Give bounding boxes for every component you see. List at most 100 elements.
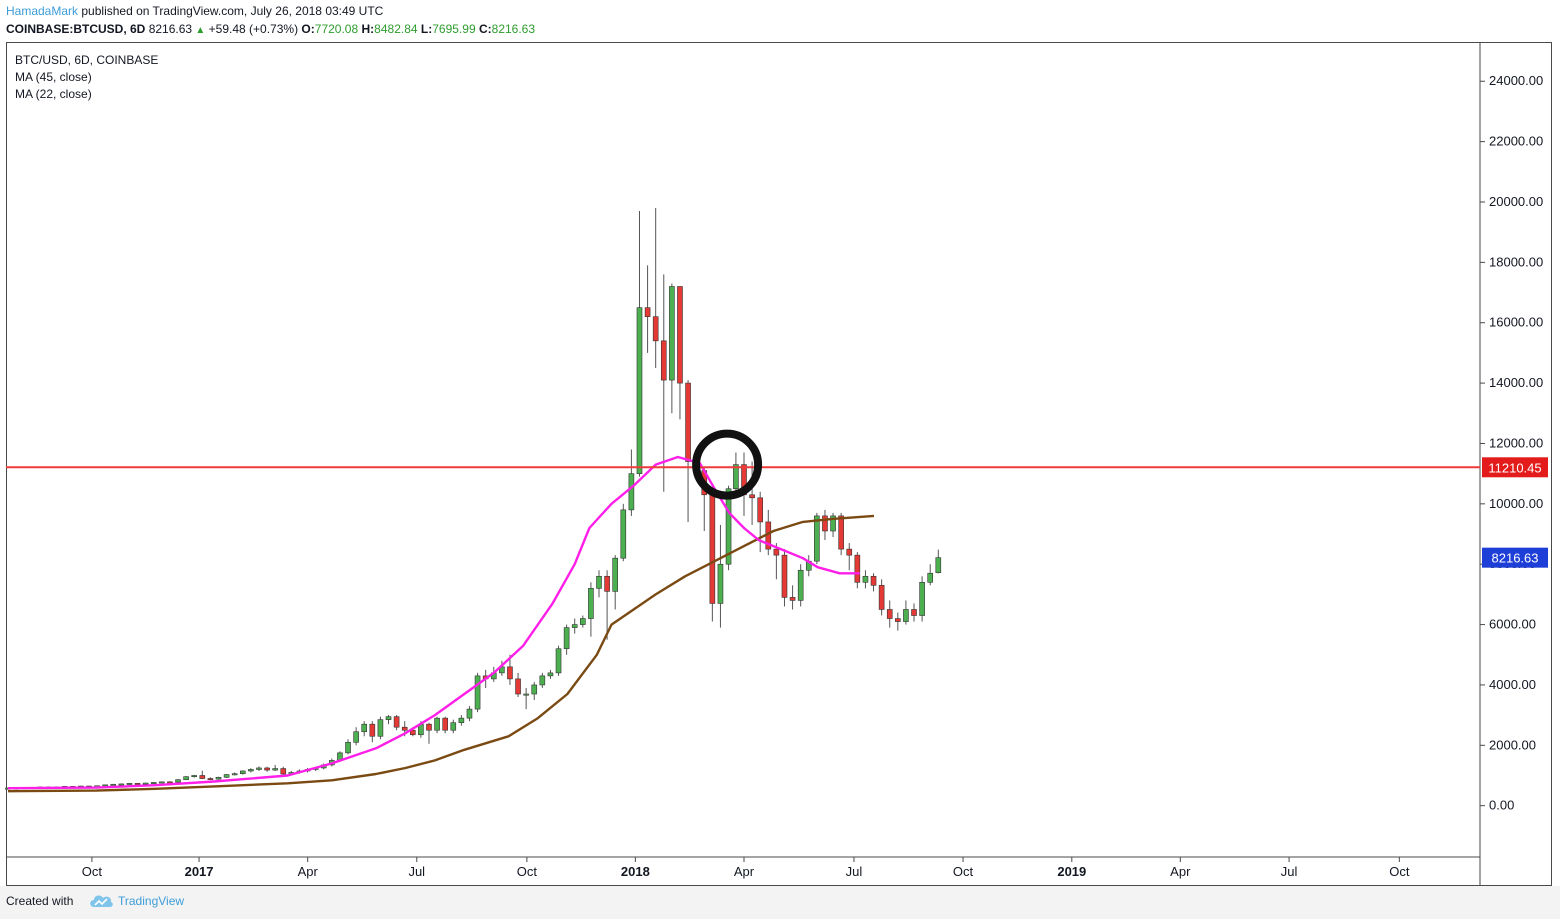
candle-up[interactable] bbox=[215, 776, 222, 780]
candle-up[interactable] bbox=[239, 770, 246, 775]
candle-down[interactable] bbox=[685, 380, 691, 522]
candle-up[interactable] bbox=[830, 512, 836, 538]
candle-up[interactable] bbox=[903, 600, 909, 625]
candle-up[interactable] bbox=[919, 576, 925, 622]
candle-down[interactable] bbox=[515, 672, 521, 698]
candle-up[interactable] bbox=[159, 781, 165, 784]
candle-up[interactable] bbox=[717, 524, 724, 628]
candle-up[interactable] bbox=[102, 784, 108, 787]
candle-up[interactable] bbox=[248, 768, 254, 773]
candle-up[interactable] bbox=[272, 764, 278, 771]
candle-up[interactable] bbox=[361, 721, 368, 737]
candle-down[interactable] bbox=[895, 612, 901, 631]
candle-down[interactable] bbox=[652, 208, 659, 368]
candle-down[interactable] bbox=[393, 715, 400, 731]
candle-up[interactable] bbox=[458, 715, 465, 726]
candle-up[interactable] bbox=[142, 782, 149, 785]
candle-down[interactable] bbox=[426, 722, 432, 744]
candle-up[interactable] bbox=[669, 283, 675, 414]
candle-down[interactable] bbox=[709, 491, 716, 622]
candle-up[interactable] bbox=[797, 564, 804, 607]
candle-up[interactable] bbox=[466, 706, 473, 722]
candle-up[interactable] bbox=[725, 485, 732, 571]
time-axis[interactable]: Oct 2017 Apr Jul Oct 2018 Apr Jul Oct 2019 Apr Jul O… bbox=[82, 857, 1410, 879]
candle-up[interactable] bbox=[175, 779, 181, 783]
candle-up[interactable] bbox=[596, 570, 602, 598]
candle-down[interactable] bbox=[854, 552, 861, 589]
candle-down[interactable] bbox=[911, 603, 917, 622]
candle-down[interactable] bbox=[369, 721, 376, 743]
candle-up[interactable] bbox=[935, 549, 942, 574]
candle-up[interactable] bbox=[191, 774, 198, 778]
annotations[interactable] bbox=[692, 429, 763, 500]
candle-up[interactable] bbox=[636, 211, 643, 477]
candle-down[interactable] bbox=[167, 781, 173, 784]
candle-up[interactable] bbox=[118, 783, 125, 786]
publisher-user[interactable]: HamadaMark bbox=[6, 4, 79, 18]
candle-down[interactable] bbox=[134, 783, 141, 785]
candle-down[interactable] bbox=[604, 570, 610, 640]
candle-up[interactable] bbox=[620, 503, 627, 562]
legend-ma45[interactable]: MA (45, close) bbox=[15, 70, 92, 84]
candle-down[interactable] bbox=[264, 766, 270, 772]
candle-up[interactable] bbox=[150, 782, 157, 784]
legend-symbol[interactable]: BTC/USD, 6D, COINBASE bbox=[15, 53, 159, 67]
candle-up[interactable] bbox=[183, 776, 189, 781]
candle-up[interactable] bbox=[223, 773, 230, 778]
candle-up[interactable] bbox=[862, 570, 869, 589]
candle-up[interactable] bbox=[110, 783, 117, 786]
candle-up[interactable] bbox=[353, 727, 359, 746]
candle-up[interactable] bbox=[563, 624, 570, 655]
candle-down[interactable] bbox=[838, 512, 844, 556]
candle-down[interactable] bbox=[749, 461, 755, 525]
candle-up[interactable] bbox=[231, 772, 238, 776]
candle-up[interactable] bbox=[523, 687, 529, 710]
candle-up[interactable] bbox=[434, 716, 440, 734]
legend-ma22[interactable]: MA (22, close) bbox=[15, 87, 92, 101]
tradingview-cloud-icon[interactable] bbox=[88, 892, 114, 910]
circle-annotation[interactable] bbox=[692, 429, 763, 500]
candle-down[interactable] bbox=[199, 770, 206, 780]
candle-down[interactable] bbox=[846, 543, 853, 571]
horizontal-line-group[interactable]: 11210.45 8216.63 bbox=[6, 457, 1548, 568]
candle-down[interactable] bbox=[822, 509, 828, 541]
candle-up[interactable] bbox=[256, 766, 262, 771]
candle-down[interactable] bbox=[660, 274, 667, 492]
candle-down[interactable] bbox=[886, 600, 893, 628]
candle-down[interactable] bbox=[442, 716, 448, 734]
candle-down[interactable] bbox=[870, 573, 877, 592]
candle-up[interactable] bbox=[612, 555, 619, 610]
candle-down[interactable] bbox=[507, 654, 513, 685]
candle-up[interactable] bbox=[126, 783, 133, 785]
candle-down[interactable] bbox=[789, 585, 796, 610]
candle-down[interactable] bbox=[781, 549, 788, 607]
chart-frame[interactable] bbox=[6, 42, 1552, 886]
candle-up[interactable] bbox=[927, 564, 934, 586]
candle-up[interactable] bbox=[539, 672, 546, 688]
candle-down[interactable] bbox=[677, 286, 683, 420]
candle-up[interactable] bbox=[474, 672, 481, 713]
candle-down[interactable] bbox=[878, 579, 885, 616]
candle-up[interactable] bbox=[345, 739, 351, 755]
candles-group[interactable] bbox=[5, 208, 942, 790]
candle-down[interactable] bbox=[644, 265, 651, 353]
tradingview-link[interactable]: TradingView bbox=[118, 894, 185, 908]
candle-up[interactable] bbox=[450, 719, 457, 734]
candle-up[interactable] bbox=[805, 555, 812, 577]
candle-up[interactable] bbox=[733, 452, 739, 495]
candle-up[interactable] bbox=[385, 715, 392, 725]
candle-up[interactable] bbox=[571, 618, 578, 634]
candle-up[interactable] bbox=[531, 681, 538, 701]
candle-down[interactable] bbox=[757, 491, 763, 553]
candle-down[interactable] bbox=[280, 766, 287, 777]
candle-up[interactable] bbox=[588, 582, 594, 637]
candle-up[interactable] bbox=[555, 645, 562, 676]
candle-up[interactable] bbox=[580, 615, 586, 628]
candle-up[interactable] bbox=[628, 449, 635, 516]
candle-up[interactable] bbox=[377, 716, 384, 740]
candle-up[interactable] bbox=[547, 669, 554, 679]
candle-down[interactable] bbox=[773, 543, 780, 580]
candle-down[interactable] bbox=[207, 777, 214, 781]
price-axis[interactable]: 0.002000.004000.006000.008000.0010000.00… bbox=[1480, 73, 1543, 813]
